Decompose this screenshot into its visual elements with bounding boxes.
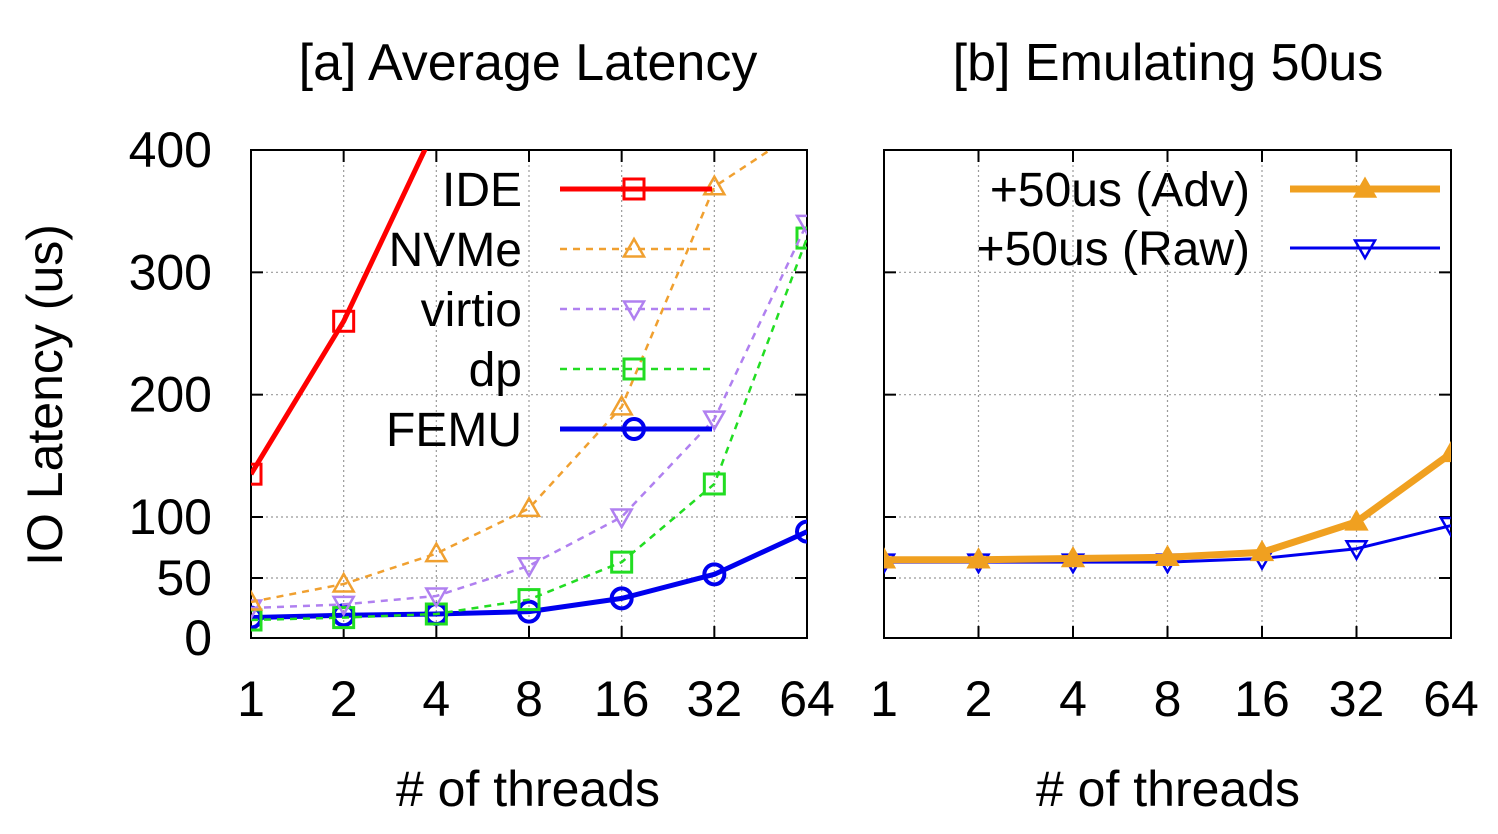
data-point [516,557,542,579]
panel-b-title: [b] Emulating 50us [953,34,1384,92]
series-ide [251,150,428,486]
series-line [251,150,428,476]
data-point [1344,539,1369,562]
legend-label: dp [469,344,522,397]
data-point [609,586,634,611]
x-tick-label: 2 [965,671,993,727]
legend-label: virtio [421,284,522,337]
x-tick-label: 1 [870,671,898,727]
data-point [332,606,356,630]
data-point [1344,509,1369,531]
x-tick-label: 32 [1329,671,1385,727]
data-point [966,547,991,569]
data-point [251,589,264,611]
legend-label: +50us (Raw) [977,223,1250,276]
y-tick-label: 400 [129,122,212,178]
legend-marker [1352,239,1378,261]
legend-marker [621,236,647,258]
legend-marker [1352,176,1378,198]
data-point [332,309,356,333]
panel-emulating-50us: [b] Emulating 50us 1 2 4 8 16 32 64 # of threa… [870,34,1479,817]
y-tick-label: 300 [129,244,212,300]
data-point [702,174,727,196]
data-point [424,541,449,563]
x-tick-label: 4 [422,671,450,727]
series-dp [251,226,807,632]
data-point [331,571,356,593]
series-line [251,150,773,604]
y-tick-label: 0 [184,610,212,666]
data-point [1155,544,1180,567]
legend-label: IDE [442,164,522,217]
x-tick-label: 32 [687,671,743,727]
data-point [795,226,807,250]
panel-a-title: [a] Average Latency [299,34,758,92]
y-tick-label: 50 [156,550,212,606]
data-point [517,588,541,612]
x-tick-label: 64 [779,671,835,727]
data-point [1438,516,1451,539]
panel-a-frame [250,149,808,639]
data-point [610,550,634,574]
legend-marker [621,300,647,322]
data-point [609,394,634,416]
legend-label: NVMe [389,224,522,277]
x-tick-label: 1 [237,671,265,727]
data-point [1060,545,1086,568]
data-point [884,547,897,569]
x-tick-label: 2 [330,671,358,727]
series-line [251,237,807,622]
data-point [331,595,356,617]
legend-label: +50us (Adv) [990,164,1250,217]
x-tick-label: 8 [515,671,543,727]
series-nvme [251,150,773,611]
data-point [702,410,727,432]
legend-marker [622,177,646,201]
y-tick-label: 200 [129,367,212,423]
y-tick-label: 100 [129,489,212,545]
x-tick-label: 8 [1154,671,1182,727]
x-tick-label: 4 [1059,671,1087,727]
data-point [1438,440,1451,463]
data-point [702,472,726,496]
data-point [1249,539,1275,562]
data-point [517,599,541,624]
series-line [251,222,807,610]
data-point [251,462,263,486]
x-tick-label: 64 [1423,671,1479,727]
data-point [702,562,727,587]
data-point [794,214,807,236]
data-point [795,519,807,544]
data-point [609,508,634,530]
legend-label: FEMU [386,404,522,457]
series-50us-adv [884,440,1451,569]
legend-marker [622,417,646,441]
x-tick-label: 16 [1234,671,1290,727]
legend-marker [622,357,646,381]
x-tick-label: 16 [594,671,650,727]
data-point [516,495,542,518]
panel-a-x-axis-label: # of threads [396,761,660,817]
panel-b-x-axis-label: # of threads [1036,761,1300,817]
data-point [424,587,449,609]
data-point [251,608,263,632]
y-axis-label: IO Latency (us) [17,224,73,566]
